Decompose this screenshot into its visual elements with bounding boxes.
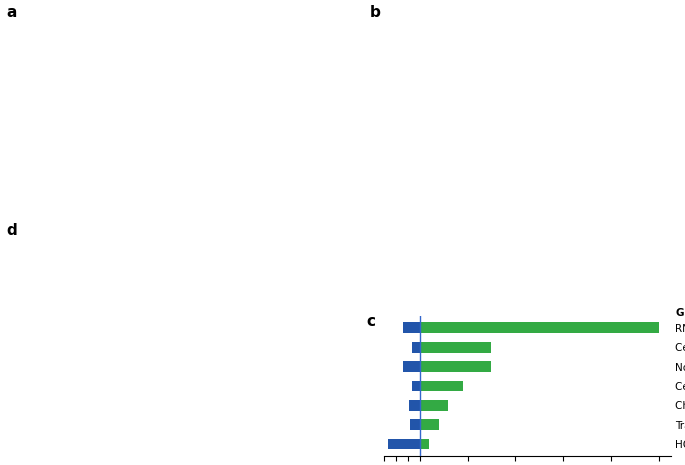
Text: d: d (7, 223, 18, 238)
Bar (419, 439, 429, 449)
Bar (419, 323, 659, 333)
Bar (412, 381, 419, 391)
Bar (388, 439, 419, 449)
Bar (419, 400, 448, 411)
Bar (419, 419, 438, 430)
Text: Gene ontology term: Gene ontology term (676, 308, 685, 318)
Bar (412, 342, 419, 352)
Text: c: c (366, 314, 375, 329)
Bar (410, 419, 419, 430)
Text: b: b (370, 5, 381, 20)
Bar (419, 361, 491, 372)
Bar (403, 323, 419, 333)
Bar (419, 381, 462, 391)
Text: a: a (7, 5, 17, 20)
Bar (403, 361, 419, 372)
Bar (419, 342, 491, 352)
Bar (409, 400, 419, 411)
